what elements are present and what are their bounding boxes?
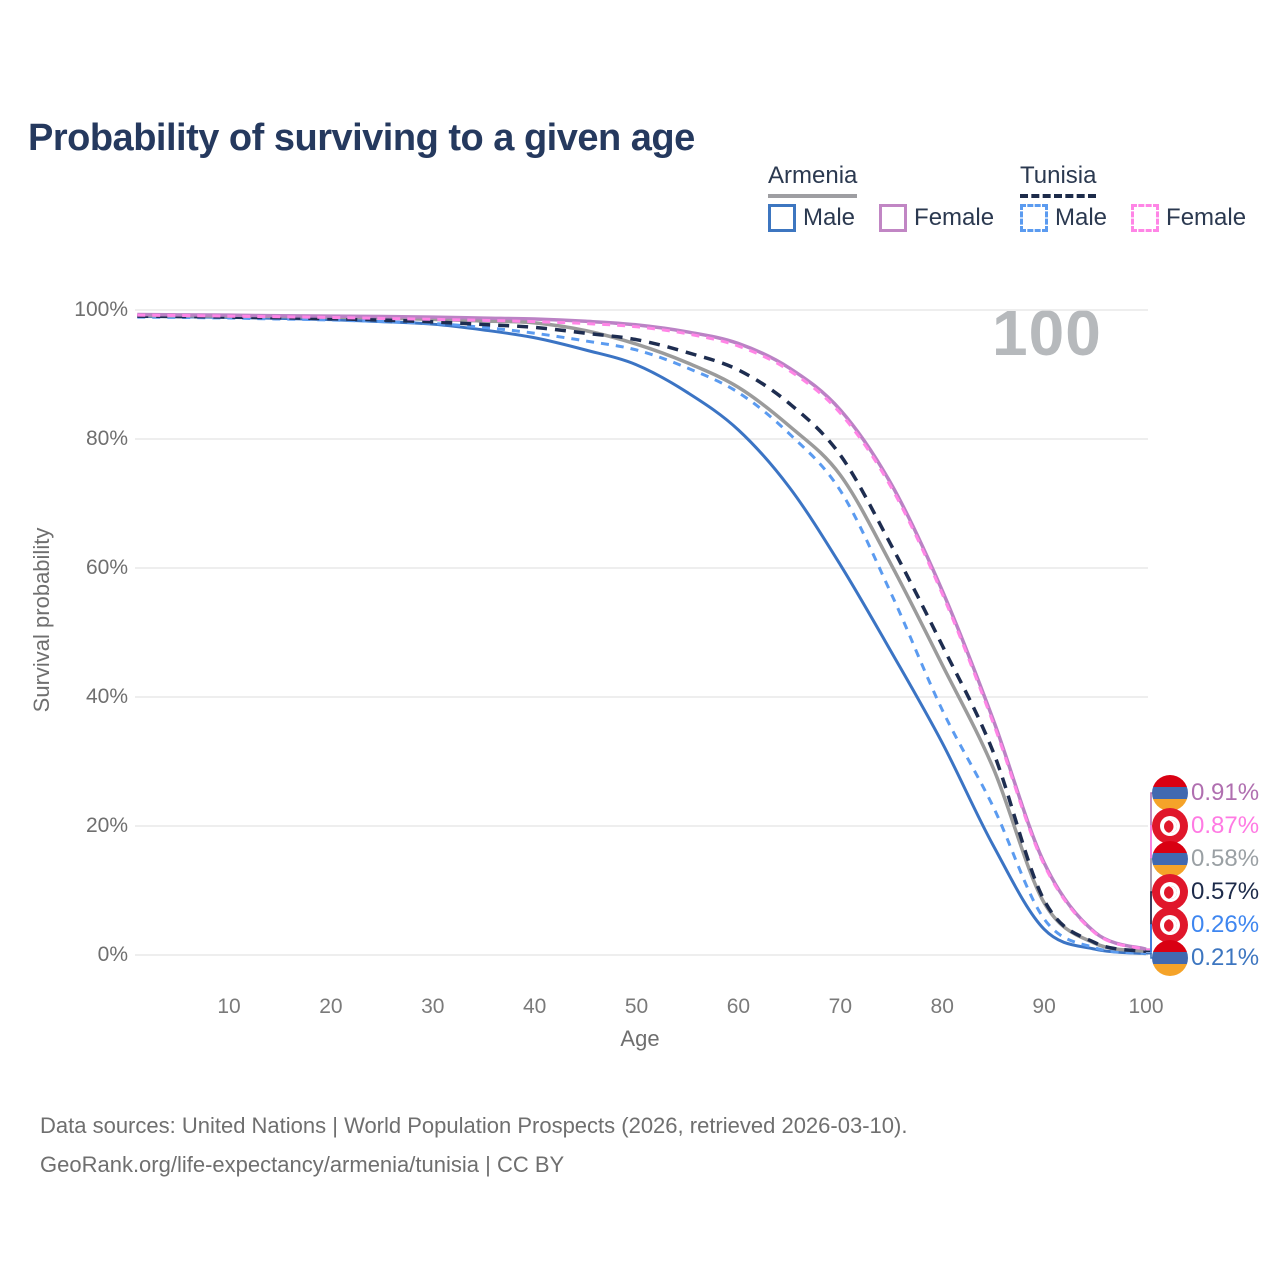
end-label-value: 0.87% xyxy=(1191,812,1260,839)
legend-item-armenia-female: Female xyxy=(879,204,994,232)
legend-item-armenia-male: Male xyxy=(768,204,855,232)
y-tick-label: 60% xyxy=(85,556,128,579)
end-label-value: 0.91% xyxy=(1191,779,1260,806)
legend-tunisia-items: Male Female xyxy=(1020,204,1260,232)
armenia-flag-icon xyxy=(1152,940,1188,976)
series-line-armenia-male xyxy=(137,314,1147,956)
legend-group-tunisia-title: Tunisia xyxy=(1020,162,1097,198)
y-tick-label: 100% xyxy=(74,298,128,321)
x-tick-label: 20 xyxy=(319,995,343,1018)
y-axis-title: Survival probability xyxy=(29,527,54,713)
x-tick-label: 50 xyxy=(624,995,649,1018)
end-label-value: 0.21% xyxy=(1191,944,1260,971)
legend-tunisia-female-label: Female xyxy=(1166,204,1247,231)
series-line-tunisia-male xyxy=(137,315,1147,955)
end-label-row: 0.21% xyxy=(1152,940,1259,976)
y-tick-label: 40% xyxy=(85,685,128,708)
x-tick-label: 100 xyxy=(1128,995,1164,1018)
tunisia-flag-icon xyxy=(1152,808,1188,844)
legend-armenia-female-label: Female xyxy=(914,204,995,231)
x-tick-label: 60 xyxy=(726,995,751,1018)
legend-group-armenia-title: Armenia xyxy=(768,162,858,198)
x-tick-label: 70 xyxy=(828,995,852,1018)
x-tick-label: 40 xyxy=(522,995,547,1018)
x-tick-label: 30 xyxy=(421,995,445,1018)
end-label-value: 0.57% xyxy=(1191,878,1260,905)
legend-armenia-male-label: Male xyxy=(803,204,856,231)
source-attribution: Data sources: United Nations | World Pop… xyxy=(40,1106,907,1184)
x-axis-title: Age xyxy=(620,1026,660,1051)
armenia-flag-icon xyxy=(1152,775,1188,811)
y-tick-label: 0% xyxy=(97,943,128,966)
end-label-row: 0.58% xyxy=(1152,841,1259,877)
legend-armenia-items: Male Female xyxy=(768,204,1008,232)
series-line-tunisia-female xyxy=(137,313,1147,951)
y-tick-label: 20% xyxy=(85,814,128,837)
armenia-female-swatch-icon xyxy=(879,204,908,232)
armenia-flag-icon xyxy=(1152,841,1188,877)
end-label-value: 0.26% xyxy=(1191,911,1260,938)
tunisia-flag-icon xyxy=(1152,907,1188,943)
end-label-row: 0.26% xyxy=(1152,907,1259,943)
source-line-1: Data sources: United Nations | World Pop… xyxy=(40,1113,908,1138)
armenia-male-swatch-icon xyxy=(768,204,796,232)
source-line-2: GeoRank.org/life-expectancy/armenia/tuni… xyxy=(40,1152,565,1177)
end-label-row: 0.87% xyxy=(1152,808,1259,844)
legend-item-tunisia-male: Male xyxy=(1020,204,1107,232)
page-title: Probability of surviving to a given age xyxy=(28,117,695,160)
x-tick-label: 90 xyxy=(1032,995,1056,1018)
series-line-armenia-female xyxy=(137,312,1147,951)
end-label-row: 0.57% xyxy=(1152,874,1259,910)
legend-tunisia-male-label: Male xyxy=(1055,204,1108,231)
tunisia-female-swatch-icon xyxy=(1131,204,1160,232)
x-tick-label: 80 xyxy=(930,995,954,1018)
end-label-row: 0.91% xyxy=(1152,775,1259,811)
tunisia-male-swatch-icon xyxy=(1020,204,1048,232)
x-tick-label: 10 xyxy=(217,995,241,1018)
legend-tunisia-label: Tunisia xyxy=(1020,162,1097,189)
legend-item-tunisia-female: Female xyxy=(1131,204,1246,232)
end-label-value: 0.58% xyxy=(1191,845,1260,872)
series-line-armenia-average xyxy=(137,313,1147,953)
y-tick-label: 80% xyxy=(85,427,128,450)
series-line-tunisia-average xyxy=(137,314,1147,954)
legend-armenia-label: Armenia xyxy=(768,162,858,189)
watermark-age-100: 100 xyxy=(992,297,1102,369)
tunisia-flag-icon xyxy=(1152,874,1188,910)
